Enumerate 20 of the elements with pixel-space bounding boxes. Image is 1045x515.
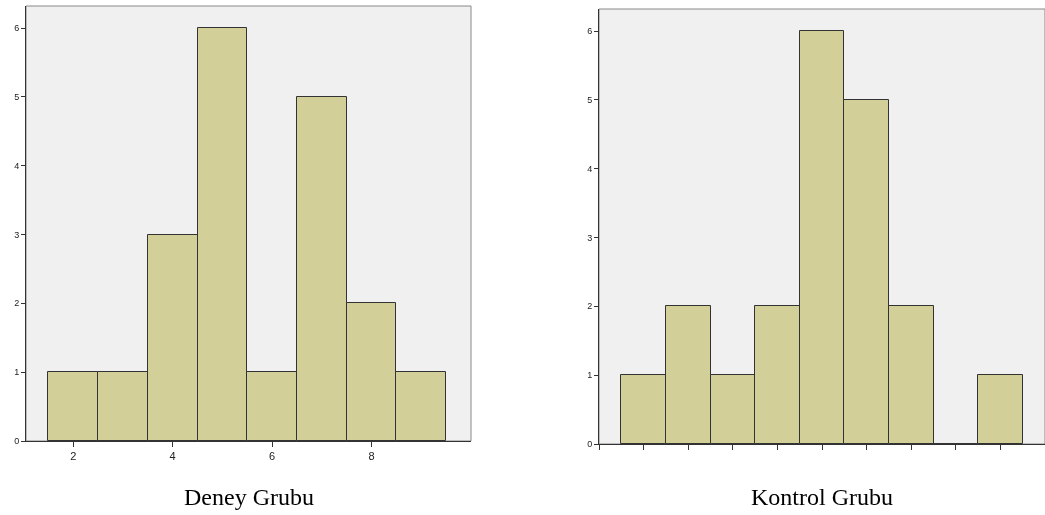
text: Kontrol Grubu	[751, 484, 893, 510]
x-tick-label: 8	[368, 450, 375, 463]
y-tick-label: 6	[587, 26, 593, 37]
y-tick-label: 4	[14, 160, 20, 171]
y-tick-label: 6	[14, 23, 20, 34]
y-tick-label: 3	[587, 232, 593, 243]
y-tick-label: 4	[587, 163, 593, 174]
x-tick-label: 6	[269, 450, 276, 463]
y-tick-label: 0	[14, 436, 20, 447]
y-tick-label: 1	[587, 370, 593, 381]
y-tick-label: 5	[587, 95, 593, 105]
y-tick-label: 1	[14, 367, 20, 378]
y-tick-label: 0	[587, 439, 593, 450]
x-tick-label: 2	[70, 450, 77, 463]
y-tick-label: 2	[14, 298, 20, 309]
x-tick-label: 4	[169, 450, 176, 463]
y-tick-label: 2	[587, 301, 593, 312]
y-tick-label: 5	[14, 92, 20, 102]
text: Deney Grubu	[184, 484, 314, 510]
y-tick-label: 3	[14, 229, 20, 240]
